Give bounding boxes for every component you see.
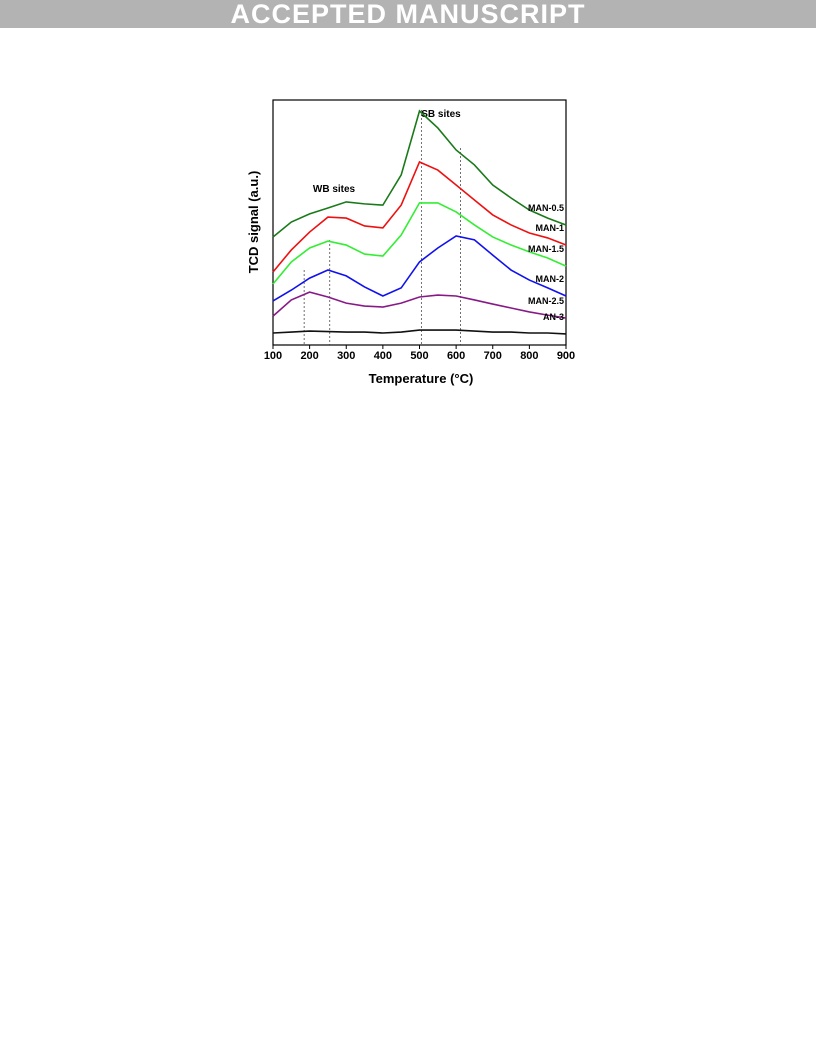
chart: Temperature (°C) TCD signal (a.u.) WB si…: [246, 99, 575, 386]
plot-frame: [272, 99, 567, 346]
x-tick-label: 100: [264, 350, 282, 362]
x-axis-label: Temperature (°C): [369, 371, 474, 386]
series-line: [272, 329, 567, 335]
x-tick-label: 900: [557, 350, 575, 362]
x-tick-label: 800: [520, 350, 538, 362]
annotation: SB sites: [421, 109, 461, 120]
x-tick-label: 300: [337, 350, 355, 362]
legend-label: MAN-1: [536, 223, 565, 233]
annotation: WB sites: [313, 184, 356, 195]
legend-label: MAN-2.5: [528, 296, 564, 306]
x-tick-label: 600: [447, 350, 465, 362]
x-tick-label: 200: [300, 350, 318, 362]
series-line: [272, 160, 567, 273]
series-line: [272, 291, 567, 319]
series-line: [272, 202, 567, 285]
x-tick-label: 700: [484, 350, 502, 362]
x-tick-label: 400: [374, 350, 392, 362]
series-line: [272, 235, 567, 302]
series-line: [272, 109, 567, 238]
legend-label: MAN-0.5: [528, 203, 564, 213]
legend-label: AN-3: [543, 312, 564, 322]
header: ACCEPTED MANUSCRIPT: [0, 0, 816, 28]
legend-label: MAN-1.5: [528, 244, 564, 254]
legend-label: MAN-2: [536, 274, 565, 284]
x-tick-label: 500: [410, 350, 428, 362]
y-axis-label: TCD signal (a.u.): [246, 171, 261, 274]
